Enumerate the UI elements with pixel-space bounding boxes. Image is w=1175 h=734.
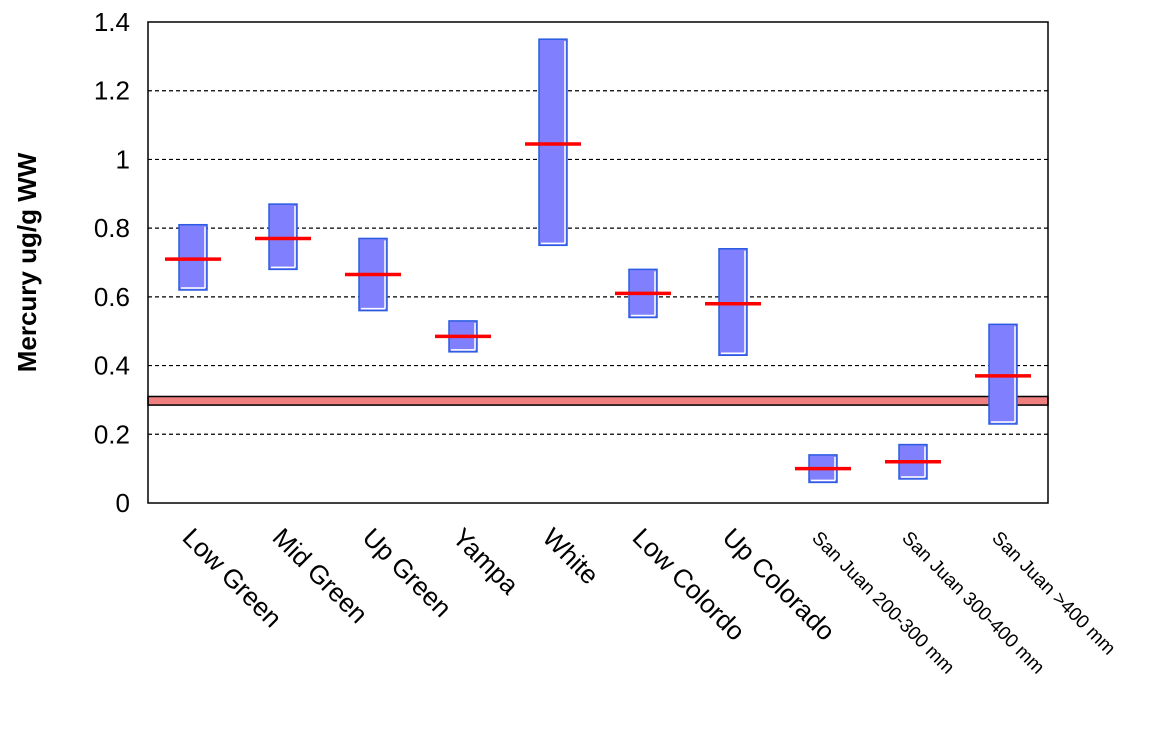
y-tick-label: 0.6	[94, 282, 130, 312]
y-tick-label: 1.2	[94, 76, 130, 106]
y-tick-label: 1	[116, 144, 130, 174]
plot-area-frame	[147, 21, 1049, 504]
range-bars	[178, 38, 1018, 484]
y-tick-label: 0.4	[94, 351, 130, 381]
y-tick-label: 0	[116, 488, 130, 518]
gridlines	[148, 90, 1048, 435]
y-axis-title: Mercury ug/g WW	[12, 152, 42, 372]
y-tick-label: 0.8	[94, 213, 130, 243]
mean-markers	[165, 142, 1031, 471]
y-tick-label: 0.2	[94, 419, 130, 449]
reference-band-rect	[147, 395, 1049, 406]
x-category-label: Yampa	[447, 522, 525, 600]
x-category-label: White	[537, 522, 605, 590]
reference-band	[147, 395, 1049, 406]
y-axis-ticks: 0 0.2 0.4 0.6 0.8 1 1.2 1.4	[94, 7, 130, 518]
y-tick-label: 1.4	[94, 7, 130, 37]
